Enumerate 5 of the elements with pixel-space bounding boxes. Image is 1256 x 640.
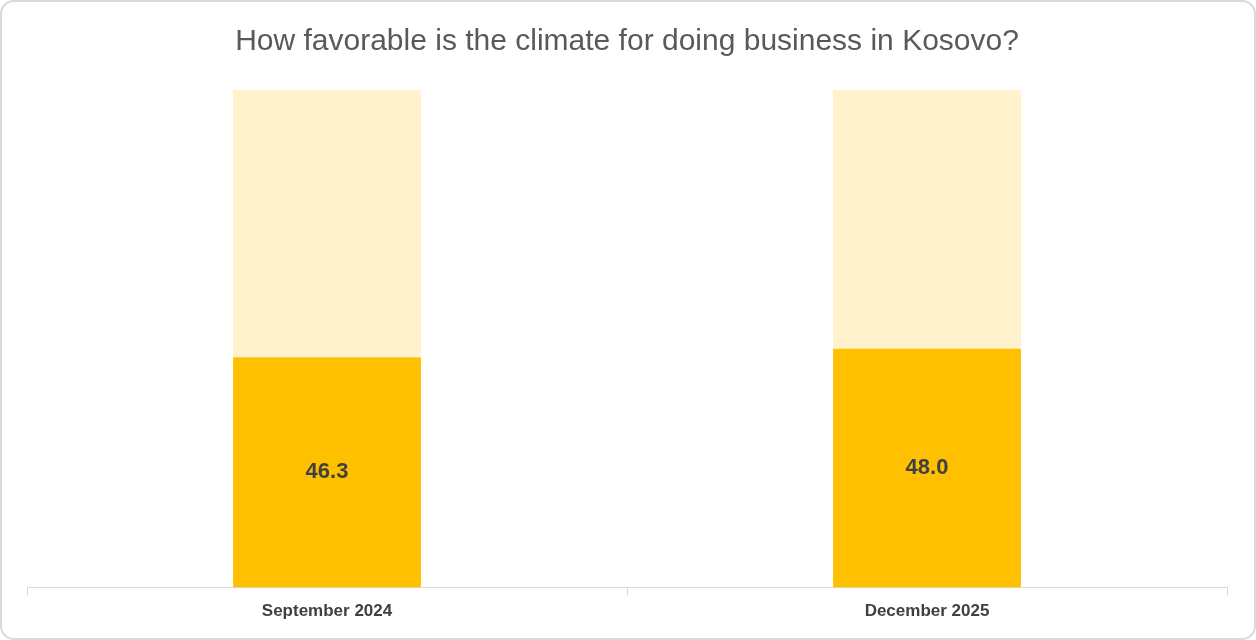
data-label: 48.0 — [905, 454, 949, 480]
x-tick-label: December 2025 — [864, 601, 990, 621]
data-label: 46.3 — [305, 458, 349, 484]
chart-title: How favorable is the climate for doing business in Kosovo? — [235, 23, 1019, 57]
x-tick-label: September 2024 — [261, 601, 393, 621]
